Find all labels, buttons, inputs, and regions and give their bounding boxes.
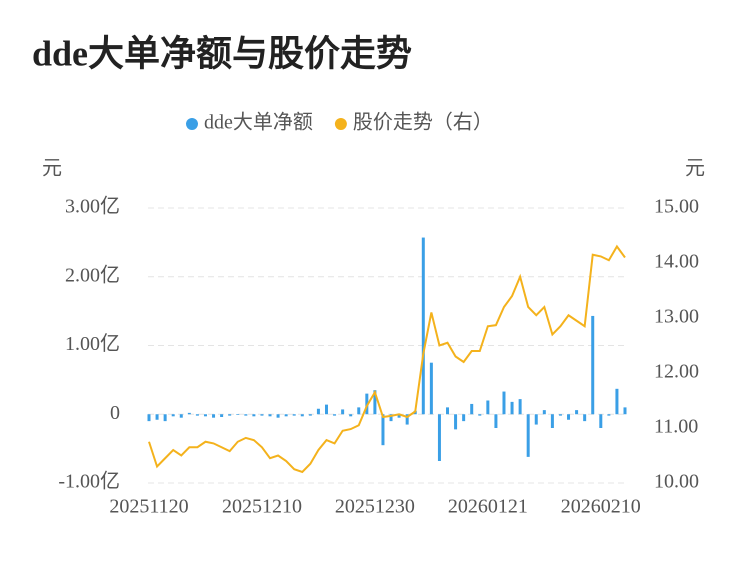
bar [187, 412, 191, 415]
bar [381, 414, 385, 446]
bar [494, 414, 498, 428]
bar [147, 414, 151, 422]
bar [575, 410, 579, 415]
bar [212, 414, 216, 418]
bar [599, 414, 603, 428]
bar [462, 414, 466, 422]
y2-tick-label: 12.00 [654, 361, 699, 383]
x-tick-label: 20260121 [448, 496, 528, 518]
bar [518, 399, 522, 415]
bar [260, 414, 264, 416]
bar [349, 414, 353, 417]
bar [542, 410, 546, 415]
bar [558, 414, 562, 416]
bar [365, 393, 369, 415]
bar [163, 414, 167, 422]
bar [454, 414, 458, 430]
bar [421, 237, 425, 415]
bar [550, 414, 554, 428]
bar [583, 414, 587, 422]
chart-title: dde大单净额与股价走势 [32, 33, 412, 73]
y-tick-label: 1.00亿 [65, 332, 120, 355]
bar [567, 414, 571, 420]
bar [244, 414, 248, 416]
legend-marker [334, 118, 347, 130]
bar [397, 414, 401, 418]
x-tick-label: 20251120 [109, 496, 188, 518]
x-tick-label: 20251230 [335, 496, 415, 518]
bar [615, 388, 619, 415]
bar [502, 391, 506, 415]
bar [324, 404, 328, 415]
y-unit: 元 [42, 158, 62, 180]
y2-tick-label: 15.00 [654, 196, 699, 218]
bar [357, 407, 361, 415]
bar [308, 414, 312, 416]
bar [446, 407, 450, 415]
y2-tick-label: 11.00 [654, 416, 698, 438]
x-tick-label: 20251210 [222, 496, 302, 518]
bar [591, 315, 595, 415]
bar [203, 414, 207, 417]
y2-tick-label: 13.00 [654, 306, 699, 328]
y2-unit: 元 [685, 158, 705, 180]
bar [252, 414, 256, 417]
bar [478, 414, 482, 416]
bar [292, 414, 296, 416]
bar [316, 408, 320, 415]
bar [389, 414, 393, 422]
y-tick-label: 2.00亿 [65, 263, 120, 286]
bar [470, 403, 474, 415]
bar [171, 414, 175, 417]
y2-tick-label: 14.00 [654, 251, 699, 273]
y-tick-label: -1.00亿 [58, 470, 120, 493]
bar [486, 400, 490, 415]
bar [228, 414, 232, 416]
legend-label: 股价走势（右） [353, 111, 493, 134]
legend-label: dde大单净额 [204, 111, 313, 134]
bar [284, 414, 288, 417]
legend-marker [186, 118, 198, 130]
bar [623, 407, 627, 415]
bar [300, 414, 304, 417]
bar [179, 414, 183, 418]
x-tick-label: 20260210 [561, 496, 641, 518]
bar [155, 414, 159, 420]
bar [510, 401, 514, 415]
bar [534, 414, 538, 425]
bar [437, 414, 441, 461]
bar [607, 414, 611, 416]
bar [276, 414, 280, 418]
bar [236, 414, 240, 415]
bar [405, 414, 409, 425]
y-tick-label: 0 [110, 402, 120, 424]
y2-tick-label: 10.00 [654, 471, 699, 493]
bar [526, 414, 530, 457]
bar [220, 414, 224, 417]
bar [341, 409, 345, 415]
y-tick-label: 3.00亿 [65, 195, 120, 218]
price-line [148, 244, 626, 474]
bar [268, 414, 272, 417]
bar [333, 414, 337, 416]
bar [373, 390, 377, 415]
bar [429, 362, 433, 415]
bar [195, 414, 199, 416]
